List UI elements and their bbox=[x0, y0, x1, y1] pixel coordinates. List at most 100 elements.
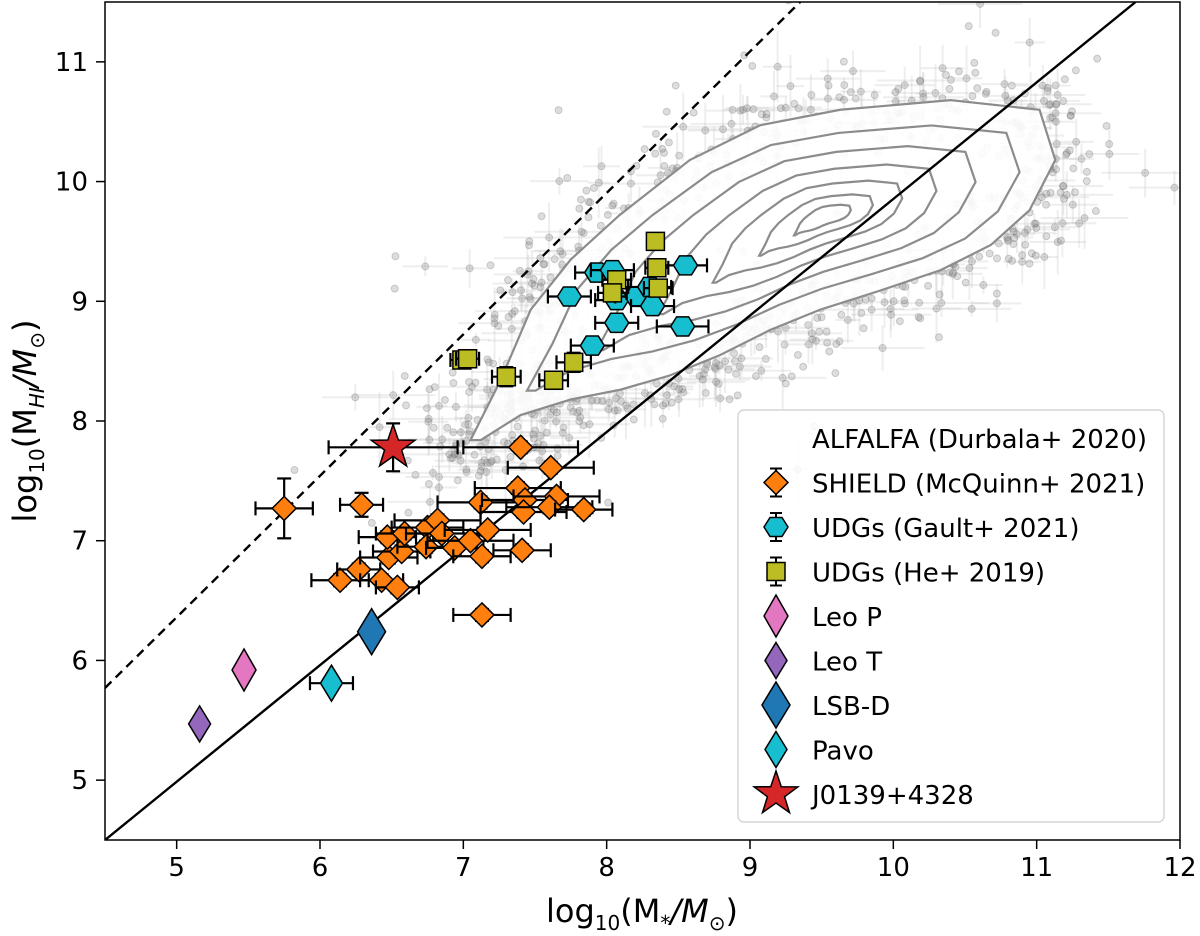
alfalfa-point bbox=[678, 384, 687, 393]
alfalfa-point bbox=[1004, 236, 1013, 245]
alfalfa-point bbox=[916, 77, 925, 86]
alfalfa-point bbox=[584, 213, 593, 222]
hexagon-marker bbox=[669, 316, 696, 337]
square-marker bbox=[543, 370, 564, 391]
alfalfa-point bbox=[530, 281, 539, 290]
alfalfa-point bbox=[715, 361, 724, 370]
alfalfa-point bbox=[462, 465, 471, 474]
alfalfa-point bbox=[1091, 207, 1100, 216]
alfalfa-point bbox=[880, 298, 889, 307]
reference-lines bbox=[105, 2, 1137, 840]
alfalfa-point bbox=[825, 347, 834, 356]
alfalfa-point bbox=[732, 370, 741, 379]
alfalfa-point bbox=[762, 110, 771, 119]
alfalfa-point bbox=[537, 278, 546, 287]
x-tick-label: 12 bbox=[1163, 853, 1196, 883]
alfalfa-point bbox=[1105, 140, 1114, 149]
alfalfa-point bbox=[579, 421, 588, 430]
alfalfa-contour bbox=[656, 163, 938, 316]
alfalfa-contour bbox=[757, 193, 875, 257]
alfalfa-point bbox=[608, 201, 617, 210]
alfalfa-point bbox=[658, 414, 667, 423]
alfalfa-point bbox=[575, 204, 584, 213]
alfalfa-point bbox=[585, 420, 594, 429]
series-udgs-he-2019- bbox=[449, 231, 674, 391]
alfalfa-point bbox=[551, 417, 560, 426]
x-tick-label: 8 bbox=[598, 853, 615, 883]
alfalfa-point bbox=[540, 416, 549, 425]
x-tick-label: 5 bbox=[168, 853, 185, 883]
alfalfa-point bbox=[536, 254, 545, 263]
alfalfa-point bbox=[982, 87, 991, 96]
alfalfa-point bbox=[528, 279, 537, 288]
alfalfa-point bbox=[525, 237, 534, 246]
alfalfa-point bbox=[596, 221, 605, 230]
alfalfa-point bbox=[737, 354, 746, 363]
diamond-marker bbox=[457, 527, 484, 554]
alfalfa-point bbox=[719, 125, 728, 134]
legend-entry: UDGs (Gault+ 2021) bbox=[763, 512, 1080, 544]
alfalfa-point bbox=[662, 107, 671, 116]
alfalfa-point bbox=[1056, 188, 1065, 197]
alfalfa-point bbox=[839, 57, 848, 66]
diamond-marker bbox=[570, 496, 597, 523]
alfalfa-point bbox=[832, 339, 841, 348]
square-marker bbox=[602, 283, 623, 303]
alfalfa-point bbox=[1045, 100, 1054, 109]
alfalfa-point bbox=[1025, 259, 1034, 268]
alfalfa-point bbox=[440, 395, 449, 404]
alfalfa-contour bbox=[792, 203, 853, 237]
alfalfa-point bbox=[992, 299, 1001, 308]
alfalfa-point bbox=[823, 338, 832, 347]
y-tick-label: 10 bbox=[55, 168, 88, 198]
tall-diamond-marker bbox=[763, 593, 789, 639]
x-tick-label: 7 bbox=[455, 853, 472, 883]
alfalfa-point bbox=[587, 396, 596, 405]
alfalfa-point bbox=[962, 74, 971, 83]
alfalfa-point bbox=[651, 129, 660, 138]
alfalfa-point bbox=[421, 262, 430, 271]
alfalfa-point bbox=[517, 286, 526, 295]
alfalfa-point bbox=[546, 273, 555, 282]
alfalfa-point bbox=[629, 400, 638, 409]
solid-reference-line bbox=[105, 2, 1137, 840]
alfalfa-point bbox=[1062, 148, 1071, 157]
alfalfa-point bbox=[539, 260, 548, 269]
alfalfa-point bbox=[1008, 256, 1017, 265]
alfalfa-point bbox=[780, 340, 789, 349]
alfalfa-point bbox=[389, 391, 398, 400]
alfalfa-point bbox=[916, 76, 925, 85]
legend-entry: Leo T bbox=[764, 641, 882, 680]
alfalfa-point bbox=[1102, 121, 1111, 130]
alfalfa-point bbox=[840, 95, 849, 104]
alfalfa-point bbox=[1010, 233, 1019, 242]
alfalfa-point bbox=[435, 472, 444, 481]
alfalfa-point bbox=[575, 406, 584, 415]
alfalfa-point bbox=[1052, 165, 1061, 174]
alfalfa-point bbox=[448, 453, 457, 462]
alfalfa-point bbox=[465, 427, 474, 436]
alfalfa-point bbox=[650, 400, 659, 409]
alfalfa-point bbox=[806, 105, 815, 114]
alfalfa-point bbox=[468, 382, 477, 391]
alfalfa-point bbox=[843, 315, 852, 324]
alfalfa-point bbox=[462, 468, 471, 477]
alfalfa-point bbox=[470, 450, 479, 459]
diamond-marker bbox=[537, 454, 564, 481]
alfalfa-point bbox=[935, 290, 944, 299]
alfalfa-contour bbox=[710, 179, 904, 284]
alfalfa-point bbox=[640, 145, 649, 154]
alfalfa-point bbox=[508, 288, 517, 297]
alfalfa-point bbox=[967, 257, 976, 266]
alfalfa-point bbox=[716, 394, 725, 403]
alfalfa-point bbox=[519, 462, 528, 471]
tall-diamond-marker bbox=[764, 641, 788, 680]
alfalfa-point bbox=[351, 393, 360, 402]
alfalfa-point bbox=[565, 433, 574, 442]
alfalfa-point bbox=[1043, 83, 1052, 92]
alfalfa-point bbox=[445, 450, 454, 459]
alfalfa-point bbox=[823, 94, 832, 103]
alfalfa-point bbox=[542, 428, 551, 437]
alfalfa-point bbox=[426, 497, 435, 506]
alfalfa-point bbox=[489, 359, 498, 368]
